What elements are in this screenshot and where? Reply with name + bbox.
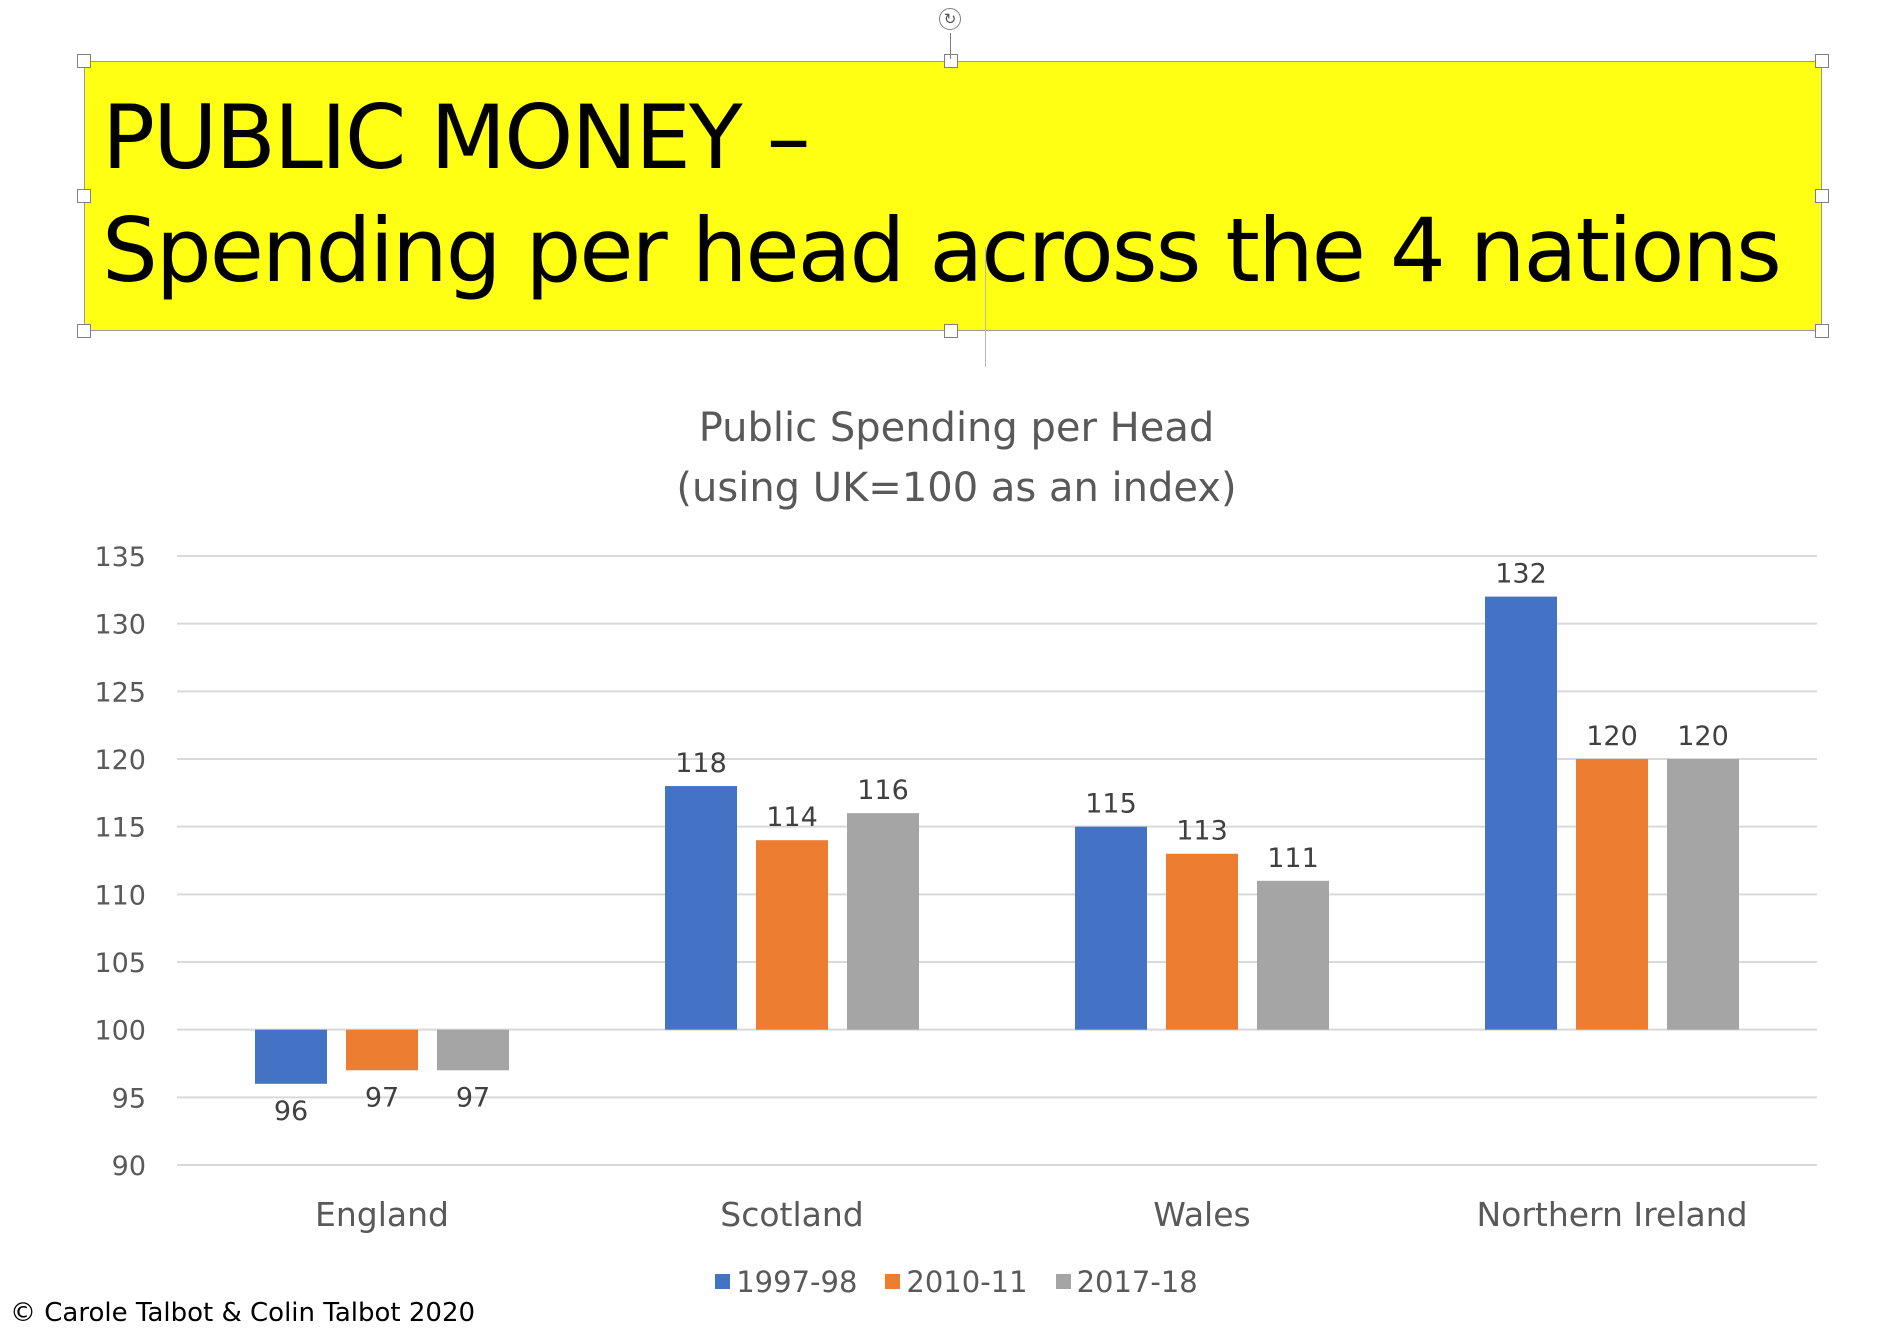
- bar: [437, 1029, 509, 1071]
- resize-handle-top-right[interactable]: [1815, 54, 1829, 68]
- chart-title-line-2: (using UK=100 as an index): [676, 465, 1237, 511]
- bar: [847, 813, 919, 1030]
- bars: [255, 596, 1739, 1084]
- bar: [1667, 759, 1739, 1030]
- data-label: 111: [1267, 843, 1319, 874]
- title-line-1: PUBLIC MONEY –: [102, 86, 811, 189]
- title-line-2: Spending per head across the 4 nations: [102, 199, 1782, 302]
- copyright-text: © Carole Talbot & Colin Talbot 2020: [10, 1298, 476, 1328]
- data-label: 118: [675, 748, 727, 779]
- y-tick-label: 100: [94, 1016, 146, 1047]
- legend-item: 2017-18: [1055, 1264, 1198, 1299]
- resize-handle-bottom-left[interactable]: [77, 324, 91, 338]
- resize-handle-left[interactable]: [77, 189, 91, 203]
- rotate-handle-stem: [950, 33, 951, 59]
- y-tick-label: 130: [94, 610, 146, 641]
- legend-label: 2017-18: [1076, 1264, 1198, 1299]
- y-tick-label: 105: [94, 948, 146, 979]
- x-category-label: Wales: [1153, 1195, 1250, 1234]
- x-category-label: Northern Ireland: [1476, 1195, 1747, 1234]
- y-tick-label: 120: [94, 745, 146, 776]
- bar: [255, 1029, 327, 1084]
- resize-handle-top[interactable]: [944, 54, 958, 68]
- chart-title: Public Spending per Head (using UK=100 a…: [0, 398, 1880, 518]
- x-category-label: England: [315, 1195, 449, 1234]
- rotate-icon[interactable]: ↻: [939, 8, 961, 30]
- y-tick-label: 135: [94, 542, 146, 573]
- y-tick-label: 95: [112, 1083, 146, 1114]
- legend: 1997-98 2010-11 2017-18: [0, 1262, 1880, 1299]
- y-tick-label: 90: [112, 1151, 146, 1182]
- bar: [1576, 759, 1648, 1030]
- data-label: 114: [766, 802, 818, 833]
- data-label: 96: [274, 1096, 308, 1127]
- resize-handle-bottom-right[interactable]: [1815, 324, 1829, 338]
- bar: [1485, 596, 1557, 1030]
- legend-item: 1997-98: [715, 1265, 857, 1299]
- bar: [1075, 826, 1147, 1030]
- legend-label: 1997-98: [736, 1264, 858, 1299]
- y-tick-label: 110: [94, 880, 146, 911]
- data-label: 120: [1586, 721, 1638, 752]
- data-label: 113: [1176, 816, 1228, 847]
- data-labels: 96 97 97 118 114 116 115 113 111 132 120 120: [274, 559, 1729, 1127]
- data-label: 132: [1495, 559, 1547, 590]
- y-tick-label: 115: [94, 813, 146, 844]
- title-text-box[interactable]: PUBLIC MONEY – Spending per head across …: [84, 61, 1822, 367]
- legend-item: 2010-11: [885, 1264, 1028, 1299]
- text-cursor: [985, 247, 986, 367]
- bar: [1166, 853, 1238, 1030]
- legend-swatch: [885, 1274, 901, 1289]
- chart-title-line-1: Public Spending per Head: [698, 405, 1215, 451]
- data-label: 97: [456, 1082, 490, 1113]
- y-axis-ticks: 90 95 100 105 110 115 120 125 130 135: [94, 542, 146, 1182]
- resize-handle-top-left[interactable]: [77, 54, 91, 68]
- x-axis-categories: England Scotland Wales Northern Ireland: [315, 1195, 1748, 1234]
- legend-swatch: [715, 1274, 731, 1289]
- bar: [1257, 880, 1329, 1030]
- bar: [756, 840, 828, 1030]
- legend-swatch: [1055, 1274, 1071, 1289]
- data-label: 97: [365, 1082, 399, 1113]
- bar: [665, 786, 737, 1030]
- x-category-label: Scotland: [720, 1195, 863, 1234]
- gridlines: [177, 555, 1817, 1166]
- data-label: 116: [857, 775, 909, 806]
- resize-handle-bottom[interactable]: [944, 324, 958, 338]
- y-tick-label: 125: [94, 677, 146, 708]
- legend-label: 2010-11: [906, 1264, 1028, 1299]
- bar: [346, 1029, 418, 1071]
- resize-handle-right[interactable]: [1815, 189, 1829, 203]
- data-label: 115: [1085, 789, 1137, 820]
- data-label: 120: [1677, 721, 1729, 752]
